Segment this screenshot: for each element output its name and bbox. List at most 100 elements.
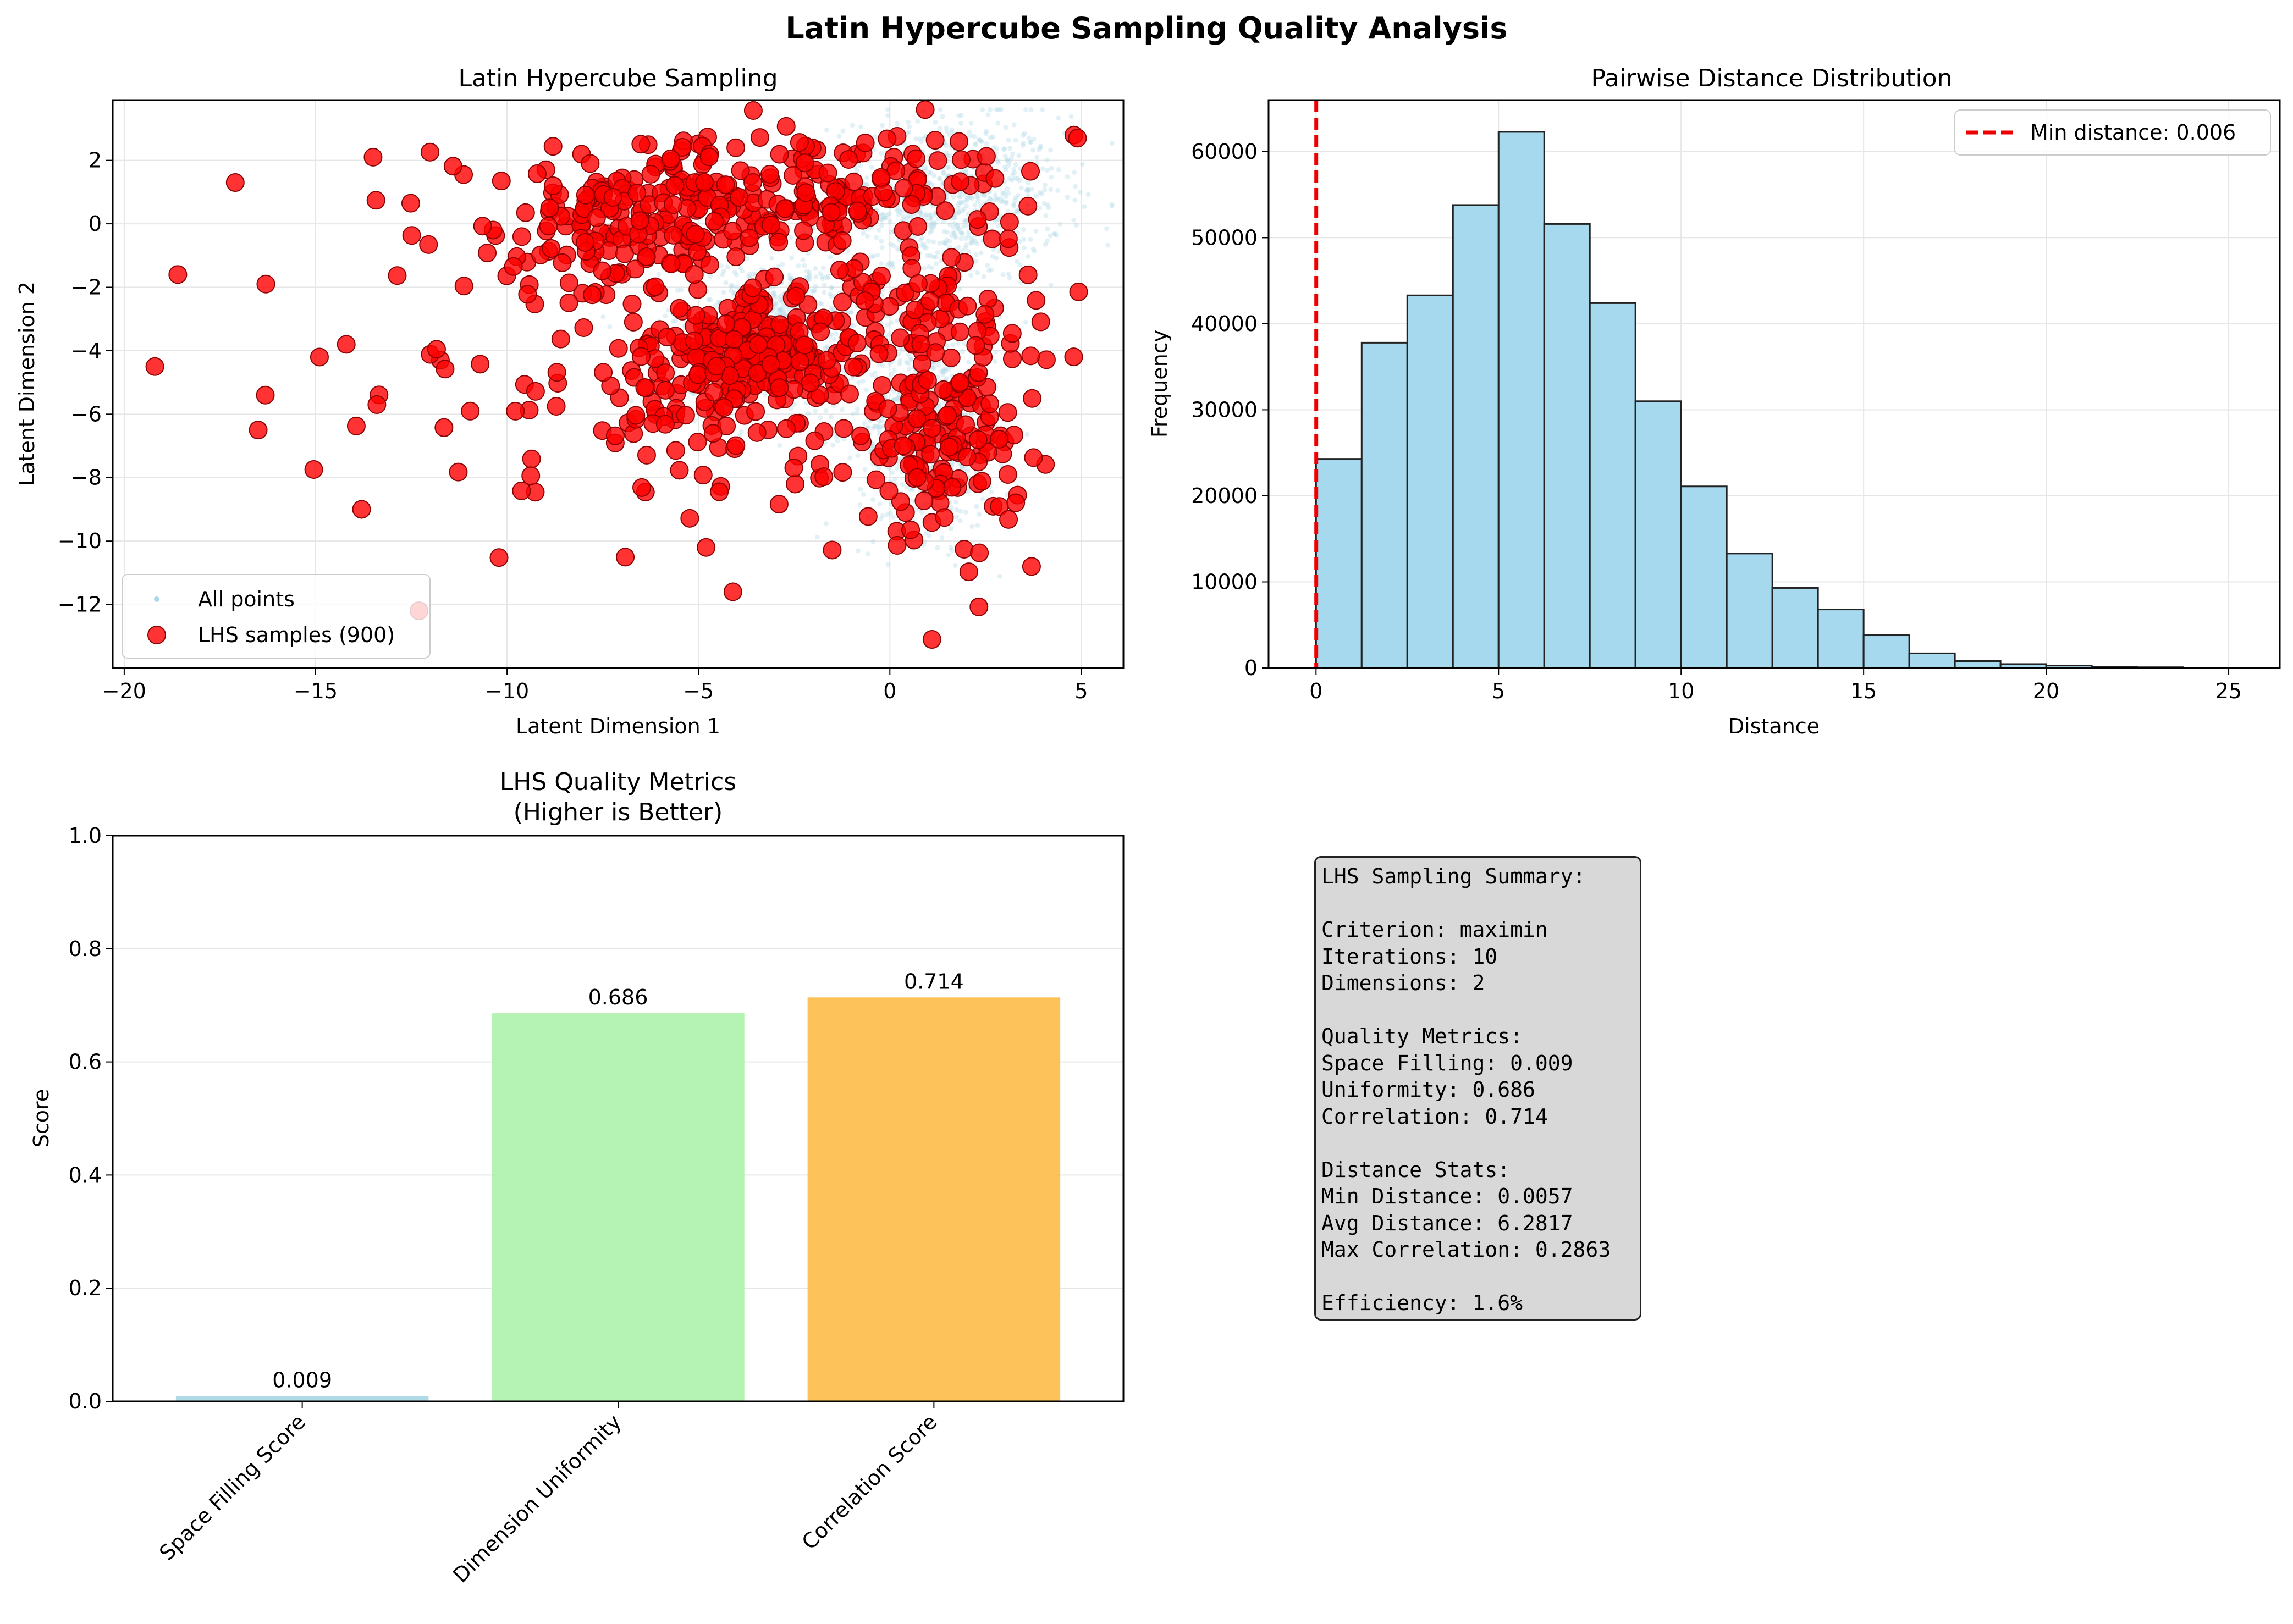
all-points-marker xyxy=(931,173,937,179)
all-points-marker xyxy=(880,513,885,518)
all-points-marker xyxy=(963,217,968,223)
all-points-marker xyxy=(1003,125,1008,130)
all-points-marker xyxy=(968,236,974,241)
all-points-marker xyxy=(1026,188,1031,194)
all-points-marker xyxy=(888,241,894,247)
lhs-sample-marker xyxy=(421,142,440,162)
all-points-marker xyxy=(1054,233,1059,238)
all-points-marker xyxy=(1022,130,1027,136)
all-points-marker xyxy=(952,216,958,221)
lhs-sample-marker xyxy=(879,482,899,501)
lhs-sample-marker xyxy=(670,461,689,480)
all-points-marker xyxy=(1055,187,1061,193)
histogram-ytick-label: 0 xyxy=(1244,656,1258,680)
all-points-marker xyxy=(956,227,961,232)
all-points-marker xyxy=(663,313,668,319)
all-points-marker xyxy=(1028,107,1034,112)
all-points-marker xyxy=(864,175,870,181)
all-points-marker xyxy=(780,262,785,267)
lhs-sample-marker xyxy=(901,520,920,539)
all-points-marker xyxy=(973,141,978,147)
all-points-marker xyxy=(941,170,947,175)
lhs-sample-marker xyxy=(958,296,977,316)
lhs-sample-marker xyxy=(656,380,675,400)
all-points-marker xyxy=(922,167,928,172)
all-points-marker xyxy=(885,322,890,328)
all-points-marker xyxy=(927,223,932,229)
all-points-marker xyxy=(938,176,943,181)
metrics-title: LHS Quality Metrics xyxy=(500,768,736,796)
all-points-marker xyxy=(809,288,815,294)
summary-line xyxy=(1321,997,1634,1024)
all-points-marker xyxy=(988,197,993,202)
lhs-sample-marker xyxy=(748,335,768,354)
summary-line: Uniformity: 0.686 xyxy=(1321,1078,1535,1102)
all-points-marker xyxy=(729,284,734,289)
all-points-marker xyxy=(884,213,889,218)
scatter-xlabel: Latent Dimension 1 xyxy=(516,714,720,738)
histogram-xtick-label: 15 xyxy=(1850,679,1877,703)
all-points-marker xyxy=(1025,187,1030,193)
lhs-sample-marker xyxy=(658,328,677,347)
all-points-marker xyxy=(968,273,974,278)
lhs-sample-marker xyxy=(770,315,790,334)
all-points-marker xyxy=(807,277,813,282)
lhs-sample-marker xyxy=(522,449,541,468)
histogram-bar xyxy=(1406,294,1454,669)
all-points-marker xyxy=(955,222,961,228)
all-points-marker xyxy=(994,107,999,112)
lhs-sample-marker xyxy=(635,378,654,397)
lhs-sample-marker xyxy=(914,491,934,510)
all-points-marker xyxy=(762,391,768,397)
all-points-marker xyxy=(961,206,967,212)
all-points-marker xyxy=(802,263,807,268)
lhs-sample-marker xyxy=(1024,448,1043,467)
all-points-marker xyxy=(889,372,894,377)
summary-line: Iterations: 10 xyxy=(1321,944,1498,969)
summary-line: Space Filling: 0.009 xyxy=(1321,1051,1573,1075)
all-points-marker xyxy=(656,272,662,277)
all-points-marker xyxy=(861,231,866,236)
all-points-marker xyxy=(670,319,676,324)
all-points-marker xyxy=(966,489,971,494)
lhs-sample-marker xyxy=(983,229,1002,248)
all-points-marker xyxy=(807,270,812,275)
lhs-sample-marker xyxy=(790,133,809,152)
all-points-marker xyxy=(942,241,948,246)
all-points-marker xyxy=(938,258,944,263)
lhs-sample-marker xyxy=(833,292,852,312)
all-points-marker xyxy=(1044,168,1050,173)
all-points-marker xyxy=(774,302,779,307)
all-points-marker xyxy=(786,307,792,312)
histogram-ytick-label: 10000 xyxy=(1191,570,1258,594)
all-points-marker xyxy=(787,275,793,281)
all-points-marker xyxy=(1013,195,1018,201)
lhs-sample-marker xyxy=(978,289,997,308)
all-points-marker xyxy=(1007,275,1012,280)
all-points-marker xyxy=(996,107,1001,112)
all-points-marker xyxy=(990,134,996,140)
all-points-marker xyxy=(721,268,726,274)
lhs-sample-marker xyxy=(559,293,578,312)
lhs-sample-marker xyxy=(811,322,830,341)
all-points-marker xyxy=(978,250,984,256)
all-points-marker xyxy=(778,307,783,313)
lhs-sample-marker xyxy=(908,217,928,236)
all-points-marker xyxy=(917,136,923,142)
all-points-marker xyxy=(959,465,964,470)
lhs-sample-marker xyxy=(998,465,1017,484)
all-points-marker xyxy=(877,501,883,507)
lhs-sample-marker xyxy=(969,363,988,382)
all-points-marker xyxy=(941,367,946,373)
lhs-sample-marker xyxy=(747,423,767,442)
histogram-bar xyxy=(1817,609,1865,669)
all-points-marker xyxy=(1009,177,1015,183)
lhs-sample-marker xyxy=(655,415,675,434)
all-points-marker xyxy=(1001,147,1006,152)
all-points-marker xyxy=(851,323,856,328)
lhs-sample-marker xyxy=(504,257,523,276)
lhs-sample-marker xyxy=(891,328,910,347)
all-points-marker xyxy=(951,224,956,230)
all-points-marker xyxy=(995,159,1001,165)
all-points-marker xyxy=(813,274,819,280)
